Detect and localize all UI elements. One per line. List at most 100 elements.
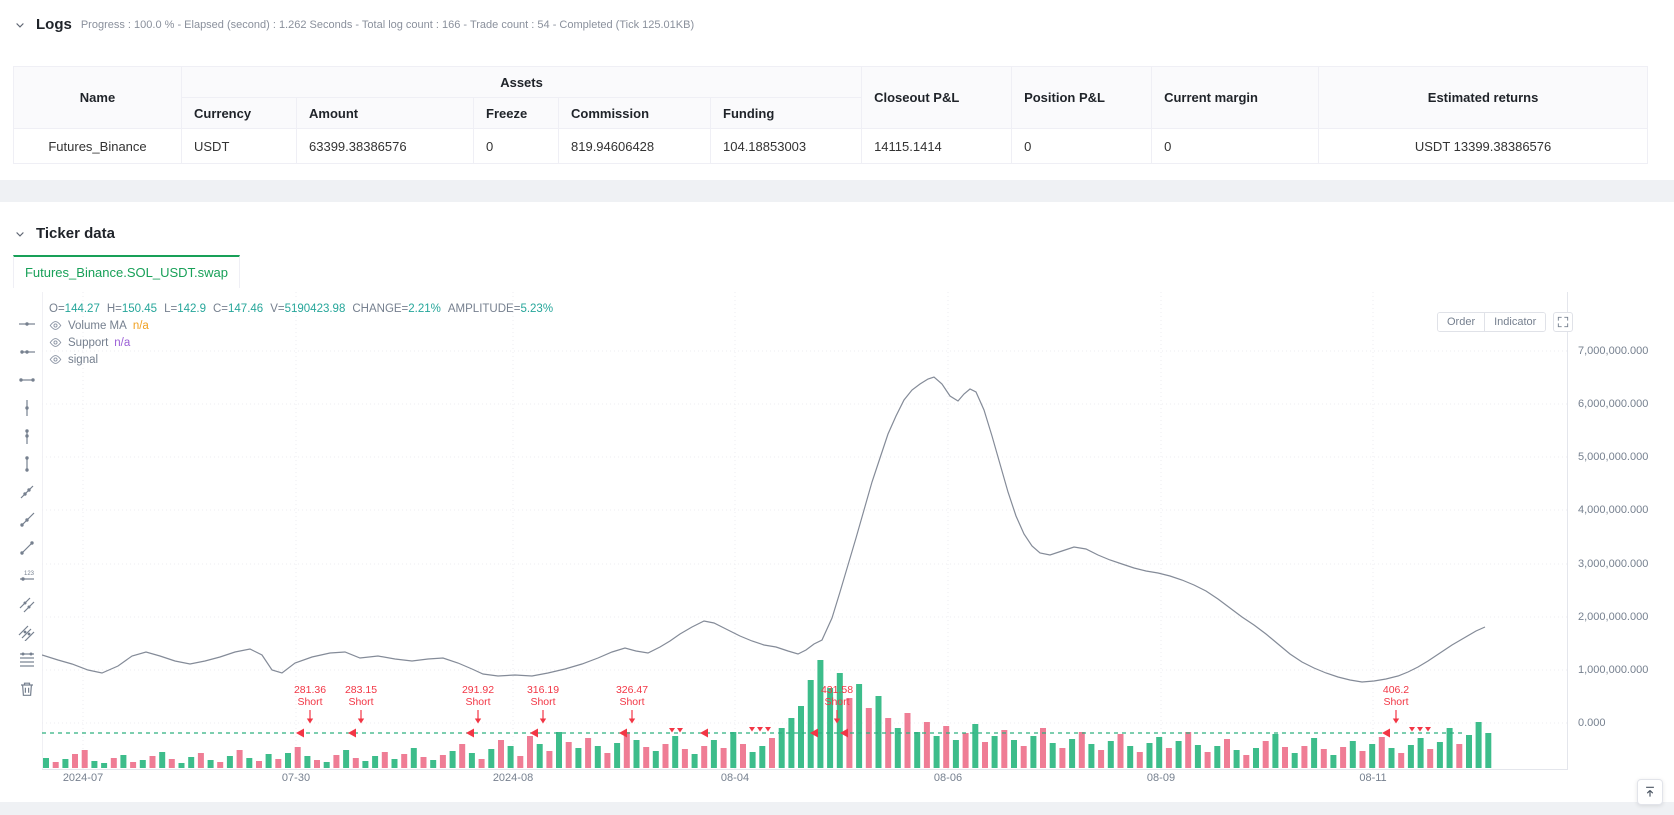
col-header-commission: Commission — [558, 97, 711, 129]
assets-table: Name Assets Closeout P&L Position P&L Cu… — [13, 66, 1649, 164]
horizontal-segment-icon[interactable] — [15, 368, 39, 392]
cell-freeze: 0 — [473, 128, 559, 164]
price-line-icon[interactable]: 123 — [15, 564, 39, 588]
signal-markers — [296, 727, 1431, 738]
tab-futures-binance-sol-usdt-swap[interactable]: Futures_Binance.SOL_USDT.swap — [13, 255, 240, 288]
ohlc-value: 142.9 — [177, 302, 206, 315]
ohlc-value: 144.27 — [64, 302, 100, 315]
ticker-title: Ticker data — [36, 225, 115, 242]
cell-commission: 819.94606428 — [558, 128, 711, 164]
ohlc-value: 2.21% — [408, 302, 441, 315]
col-header-name: Name — [13, 66, 182, 129]
cell-name: Futures_Binance — [13, 128, 182, 164]
indicator-row: signal — [49, 351, 560, 368]
y-axis-label: 3,000,000.000 — [1578, 558, 1649, 570]
y-axis-label: 4,000,000.000 — [1578, 504, 1649, 516]
cell-position: 0 — [1011, 128, 1153, 164]
x-axis-label: 08-06 — [933, 772, 963, 784]
back-to-top-button[interactable] — [1637, 779, 1663, 805]
eye-visibility-icon[interactable] — [49, 319, 62, 332]
short-annotations: 281.36Short283.15Short291.92Short316.19S… — [294, 684, 1409, 724]
chart-canvas[interactable]: 281.36Short283.15Short291.92Short316.19S… — [42, 290, 1568, 770]
indicator-value: n/a — [114, 336, 131, 349]
ohlc-label: L= — [164, 302, 178, 315]
svg-text:Short: Short — [297, 696, 322, 708]
parallel-straight-line-icon[interactable] — [15, 592, 39, 616]
volume-bars — [43, 660, 1492, 768]
bottom-divider — [0, 802, 1674, 815]
logs-collapse-chevron-icon[interactable] — [13, 18, 27, 32]
svg-text:326.47: 326.47 — [616, 684, 648, 696]
drawing-toolbar: 123 — [13, 292, 43, 770]
ohlc-value: 150.45 — [121, 302, 158, 315]
svg-text:Short: Short — [619, 696, 644, 708]
ticker-chart: 123 281.36 Short 283.15 Short 291.92 Short 316… — [13, 290, 1661, 790]
indicator-row: Support n/a — [49, 334, 560, 351]
svg-text:283.15: 283.15 — [345, 684, 377, 696]
col-header-amount: Amount — [296, 97, 474, 129]
svg-text:281.36: 281.36 — [294, 684, 326, 696]
svg-text:Short: Short — [465, 696, 490, 708]
fullscreen-button[interactable] — [1553, 312, 1574, 332]
chart-legend: O= 144.27 H= 150.45 L= 142.9 C= 147.46 V= 5190423… — [49, 300, 560, 368]
col-header-margin: Current margin — [1151, 66, 1320, 129]
cell-funding: 104.18853003 — [709, 128, 863, 164]
ray-line-icon[interactable] — [15, 508, 39, 532]
col-header-freeze: Freeze — [473, 97, 559, 129]
indicator-button[interactable]: Indicator — [1484, 313, 1546, 331]
ohlc-label: H= — [106, 302, 122, 315]
x-axis-label: 08-04 — [720, 772, 750, 784]
y-axis-label: 5,000,000.000 — [1578, 451, 1649, 463]
fibonacci-line-icon[interactable] — [15, 648, 39, 672]
straight-line-icon[interactable] — [15, 480, 39, 504]
indicator-row: Volume MA n/a — [49, 317, 560, 334]
indicator-value: n/a — [132, 319, 149, 332]
ohlc-label: AMPLITUDE= — [447, 302, 521, 315]
cell-closeout: 14115.1414 — [861, 128, 1013, 164]
cell-amount: 63399.38386576 — [296, 128, 474, 164]
segment-icon[interactable] — [15, 536, 39, 560]
ticker-collapse-chevron-icon[interactable] — [13, 227, 27, 241]
svg-text:123: 123 — [24, 571, 35, 577]
ohlc-value: 5.23% — [520, 302, 554, 315]
ohlc-label: CHANGE= — [352, 302, 409, 315]
section-divider — [0, 180, 1674, 202]
y-axis-label: 2,000,000.000 — [1578, 611, 1649, 623]
indicator-legend: Volume MA n/a Support n/a signal — [49, 317, 560, 368]
logs-title: Logs — [36, 16, 72, 33]
eye-visibility-icon[interactable] — [49, 353, 62, 366]
x-axis-label: 07-30 — [281, 772, 311, 784]
delete-drawings-icon[interactable] — [15, 677, 39, 701]
svg-text:Short: Short — [348, 696, 373, 708]
y-axis-label: 7,000,000.000 — [1578, 345, 1649, 357]
indicator-label: Volume MA — [68, 319, 127, 332]
svg-text:316.19: 316.19 — [527, 684, 559, 696]
ohlc-value: 147.46 — [228, 302, 264, 315]
col-header-position: Position P&L — [1011, 66, 1153, 129]
cell-currency: USDT — [181, 128, 297, 164]
svg-text:431.58: 431.58 — [821, 684, 853, 696]
x-axis-label: 2024-07 — [62, 772, 104, 784]
horizontal-straight-line-icon[interactable] — [15, 312, 39, 336]
cell-estimated: USDT 13399.38386576 — [1318, 128, 1649, 164]
svg-text:Short: Short — [530, 696, 555, 708]
y-axis-label: 0.000 — [1578, 717, 1606, 729]
col-header-closeout: Closeout P&L — [861, 66, 1013, 129]
logs-summary: Progress : 100.0 % - Elapsed (second) : … — [80, 18, 695, 31]
order-button[interactable]: Order — [1438, 313, 1485, 331]
chart-button-group: Order Indicator — [1437, 312, 1547, 332]
col-header-currency: Currency — [181, 97, 297, 129]
y-axis-label: 6,000,000.000 — [1578, 398, 1649, 410]
chart-buttons: Order Indicator — [1437, 312, 1574, 332]
ohlc-value: 5190423.98 — [284, 302, 346, 315]
ohlc-label: V= — [270, 302, 285, 315]
ohlc-label: C= — [212, 302, 229, 315]
y-axis-label: 1,000,000.000 — [1578, 664, 1649, 676]
eye-visibility-icon[interactable] — [49, 336, 62, 349]
horizontal-ray-line-icon[interactable] — [15, 340, 39, 364]
vertical-segment-icon[interactable] — [15, 452, 39, 476]
price-channel-line-icon[interactable] — [15, 620, 39, 644]
vertical-straight-line-icon[interactable] — [15, 396, 39, 420]
vertical-ray-line-icon[interactable] — [15, 424, 39, 448]
ohlc-label: O= — [49, 302, 65, 315]
